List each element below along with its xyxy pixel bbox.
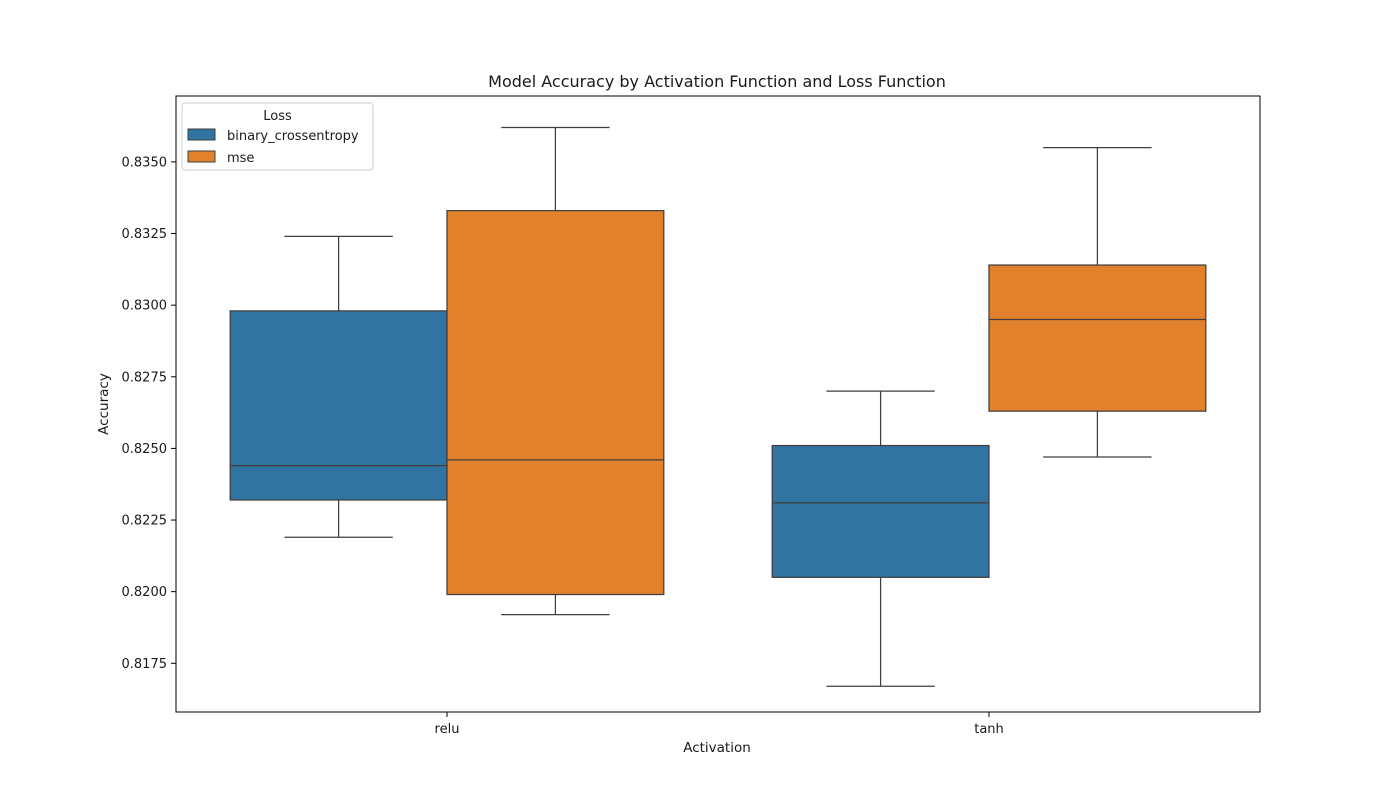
- x-tick-label-tanh: tanh: [974, 722, 1004, 737]
- chart-title: Model Accuracy by Activation Function an…: [488, 72, 946, 91]
- legend: Loss binary_crossentropy mse: [181, 102, 374, 171]
- legend-frame: [181, 102, 374, 171]
- y-tick-label-2: 0.8225: [122, 514, 168, 529]
- legend-label-binary-crossentropy: binary_crossentropy: [227, 129, 359, 144]
- legend-label-mse: mse: [227, 151, 254, 166]
- y-tick-label-7: 0.8350: [122, 155, 168, 170]
- box-binary-crossentropy-relu: [229, 310, 448, 501]
- axes-frame: [175, 95, 1261, 713]
- box-binary-crossentropy-tanh: [771, 444, 990, 578]
- plot-area: 0.8175 0.8200 0.8225 0.8250 0.8275 0.8300 0.83…: [122, 95, 1261, 737]
- y-tick-label-6: 0.8325: [122, 227, 168, 242]
- legend-swatch-binary-crossentropy: [187, 128, 216, 141]
- y-tick-label-4: 0.8275: [122, 370, 168, 385]
- y-tick-label-0: 0.8175: [122, 657, 168, 672]
- y-axis-title: Accuracy: [96, 373, 112, 435]
- box-mse-relu: [446, 209, 665, 596]
- x-tick-label-relu: relu: [435, 722, 460, 737]
- x-axis-title: Activation: [683, 740, 751, 756]
- legend-title: Loss: [263, 109, 292, 124]
- legend-swatch-mse: [187, 150, 216, 163]
- y-tick-label-3: 0.8250: [122, 442, 168, 457]
- y-tick-label-5: 0.8300: [122, 299, 168, 314]
- box-mse-tanh: [988, 264, 1207, 412]
- y-tick-label-1: 0.8200: [122, 585, 168, 600]
